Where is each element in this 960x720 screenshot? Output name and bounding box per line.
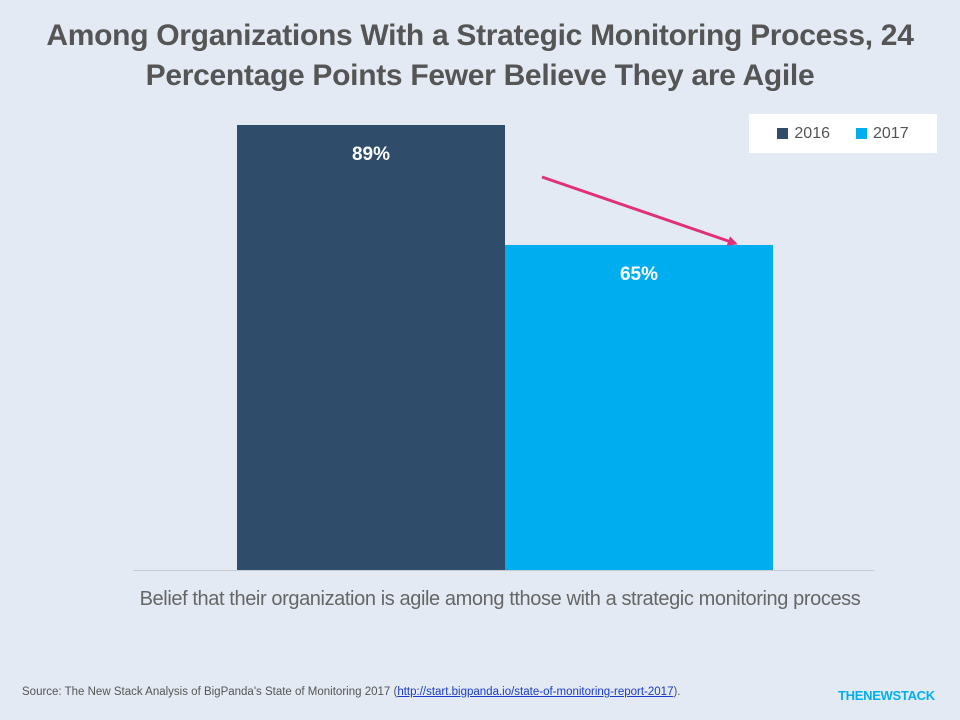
legend-swatch-2016 [777,128,789,139]
legend-swatch-2017 [856,128,867,139]
source-note: Source: The New Stack Analysis of BigPan… [22,686,681,698]
source-prefix: Source: The New Stack Analysis of BigPan… [22,686,398,698]
bar-2016 [237,125,505,570]
legend-label-2016: 2016 [794,124,830,142]
data-label-2017: 65% [620,264,658,285]
chart-title-line-1: Among Organizations With a Strategic Mon… [46,19,914,52]
legend: 2016 2017 [749,114,937,153]
x-axis-category-label: Belief that their organization is agile … [139,588,861,610]
bar-2017 [505,245,773,570]
data-label-2016: 89% [352,144,390,165]
source-link[interactable]: http://start.bigpanda.io/state-of-monito… [397,686,674,698]
legend-item-2017: 2017 [856,125,909,143]
chart-title: Among Organizations With a Strategic Mon… [0,16,960,96]
brand-logo: THENEWSTACK [838,688,935,703]
legend-label-2017: 2017 [873,124,909,142]
chart-title-line-2: Percentage Points Fewer Believe They are… [145,59,815,92]
source-suffix: ). [673,686,681,698]
decline-arrow [541,175,738,246]
legend-item-2016: 2016 [777,125,830,143]
